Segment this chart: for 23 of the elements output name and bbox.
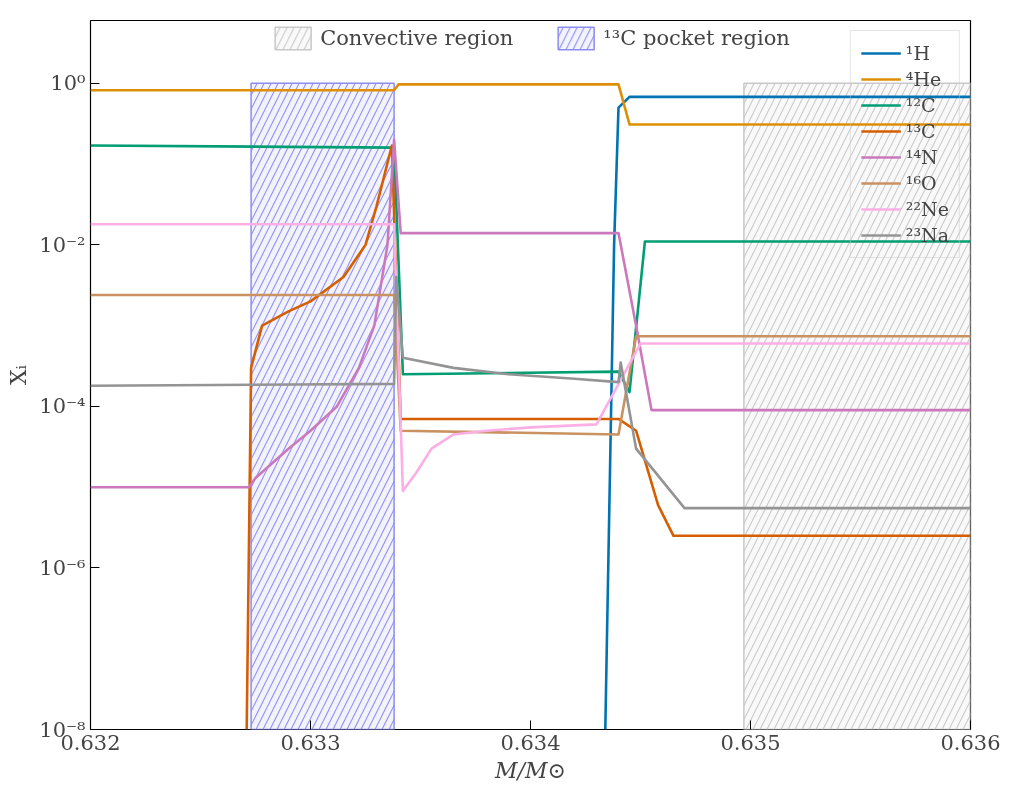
- line-series: [90, 275, 971, 510]
- x-axis-title: M/M⊙: [494, 757, 566, 783]
- line-series: [604, 95, 971, 730]
- legend-label: ⁴He: [905, 67, 942, 91]
- legend-label: ¹²C: [905, 93, 936, 117]
- y-axis-title: Xᵢ: [6, 364, 32, 386]
- x-tick-label: 0.635: [720, 730, 781, 755]
- x-tick-label: 0.633: [280, 730, 341, 755]
- y-tick-label: 10⁻⁶: [39, 555, 86, 580]
- legend-label: Convective region: [320, 26, 514, 50]
- line-series: [90, 138, 971, 489]
- legend-label: ¹⁶O: [905, 171, 937, 195]
- legend-label: ¹³C pocket region: [603, 26, 790, 50]
- y-tick-label: 10⁻⁴: [39, 394, 86, 419]
- x-tick-label: 0.634: [500, 730, 561, 755]
- legend-label: ¹⁴N: [905, 145, 938, 169]
- legend-label: ²²Ne: [905, 197, 949, 221]
- y-tick-label: 10⁻²: [39, 232, 86, 257]
- legend-label: ¹H: [905, 41, 930, 65]
- x-tick-label: 0.636: [940, 730, 1001, 755]
- line-series: [90, 222, 971, 493]
- legend-label: ¹³C: [905, 119, 936, 143]
- y-tick-label: 10⁰: [50, 71, 86, 96]
